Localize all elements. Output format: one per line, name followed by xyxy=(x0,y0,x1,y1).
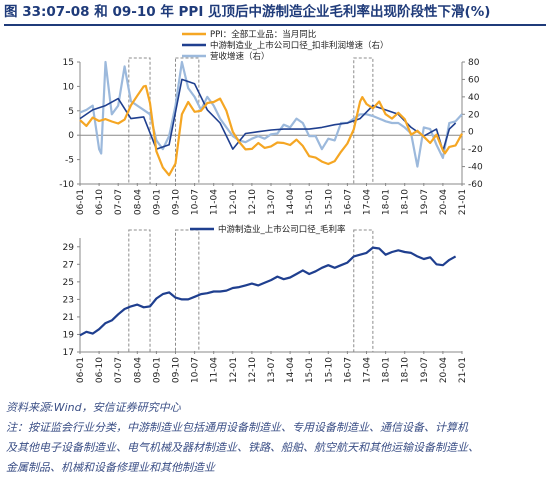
series-line-profit xyxy=(79,78,457,152)
y-tick-label-right-top: -20 xyxy=(468,145,483,155)
footnote-line: 及其他电子设备制造业、电气机械及器材制造业、铁路、船舶、航空航天和其他运输设备制… xyxy=(6,441,479,454)
x-tick-bottom-label: 15-01 xyxy=(305,357,315,383)
x-tick-bottom-label: 06-01 xyxy=(76,357,86,383)
footnote-line: 注：按证监会行业分类，中游制造业包括通用设备制造业、专用设备制造业、通信设备、计… xyxy=(6,421,468,434)
x-tick-top-label: 10-07 xyxy=(191,189,201,215)
highlight-box-top xyxy=(128,57,151,185)
x-tick-top-label: 06-10 xyxy=(95,189,105,215)
y-tick-label-left-top: 0 xyxy=(68,131,74,141)
y-tick-label-left-bottom: 23 xyxy=(63,295,74,305)
series-line-margin xyxy=(79,246,457,337)
series-line-revenue xyxy=(79,60,463,168)
legend-label-top: PPI：全部工业品：当月同比 xyxy=(210,29,316,40)
y-tick-label-left-top: 5 xyxy=(68,107,74,117)
x-tick-bottom-label: 15-10 xyxy=(324,357,334,383)
chart-title: 图 33:07-08 和 09-10 年 PPI 见顶后中游制造企业毛利率出现阶… xyxy=(4,4,491,20)
x-tick-bottom-label: 21-01 xyxy=(458,357,468,383)
y-tick-label-left-top: 15 xyxy=(63,58,74,68)
x-tick-top-label: 15-01 xyxy=(305,189,315,215)
y-tick-label-right-top: -60 xyxy=(468,180,483,190)
title-underline xyxy=(4,24,546,26)
y-tick-label-right-top: 40 xyxy=(468,93,480,103)
x-tick-bottom-label: 18-10 xyxy=(401,357,411,383)
x-tick-top-label: 07-07 xyxy=(114,189,124,215)
y-tick-label-right-top: 0 xyxy=(468,128,474,138)
x-tick-top-label: 09-01 xyxy=(152,189,162,215)
x-tick-top-label: 19-07 xyxy=(420,189,430,215)
footnote: 注：按证监会行业分类，中游制造业包括通用设备制造业、专用设备制造业、通信设备、计… xyxy=(6,418,546,478)
x-tick-top-label: 17-04 xyxy=(363,189,373,215)
x-tick-top-label: 12-01 xyxy=(229,189,239,215)
y-tick-label-left-top: -10 xyxy=(59,180,74,190)
x-tick-top-label: 18-01 xyxy=(382,189,392,215)
y-tick-label-left-bottom: 25 xyxy=(63,278,74,288)
legend-label-top: 营收增速（右） xyxy=(210,51,270,62)
highlight-box-bottom xyxy=(175,229,200,353)
x-tick-top-label: 12-10 xyxy=(248,189,258,215)
x-tick-top-label: 20-04 xyxy=(439,189,449,215)
y-tick-label-left-bottom: 17 xyxy=(63,348,74,358)
series-line-ppi xyxy=(79,84,463,177)
y-tick-label-left-top: -5 xyxy=(65,156,74,166)
y-tick-label-left-bottom: 27 xyxy=(63,260,74,270)
x-tick-bottom-label: 06-10 xyxy=(95,357,105,383)
y-tick-label-right-top: -40 xyxy=(468,163,483,173)
y-tick-label-left-bottom: 21 xyxy=(63,313,74,323)
legend-label-bottom: 中游制造业_上市公司口径_毛利率 xyxy=(218,224,346,235)
x-tick-bottom-label: 07-07 xyxy=(114,357,124,383)
x-tick-top-label: 15-10 xyxy=(324,189,334,215)
x-tick-top-label: 09-10 xyxy=(172,189,182,215)
legend-label-top: 中游制造业_上市公司口径_扣非利润增速（右） xyxy=(210,40,389,51)
x-tick-bottom-label: 14-04 xyxy=(286,357,296,383)
x-tick-top-label: 11-04 xyxy=(210,189,220,215)
x-tick-bottom-label: 09-01 xyxy=(152,357,162,383)
x-tick-top-label: 16-07 xyxy=(343,189,353,215)
y-tick-label-right-top: 80 xyxy=(468,58,480,68)
y-tick-label-left-bottom: 19 xyxy=(63,330,75,340)
x-tick-bottom-label: 16-07 xyxy=(343,357,353,383)
highlight-box-bottom xyxy=(128,229,151,353)
y-tick-label-left-bottom: 29 xyxy=(63,243,75,253)
x-tick-bottom-label: 19-07 xyxy=(420,357,430,383)
x-tick-bottom-label: 09-10 xyxy=(172,357,182,383)
x-tick-bottom-label: 17-04 xyxy=(363,357,373,383)
y-tick-label-right-top: 20 xyxy=(468,110,480,120)
x-tick-top-label: 08-04 xyxy=(133,189,143,215)
x-tick-bottom-label: 13-07 xyxy=(267,357,277,383)
x-tick-bottom-label: 12-01 xyxy=(229,357,239,383)
x-tick-bottom-label: 18-01 xyxy=(382,357,392,383)
y-tick-label-left-top: 10 xyxy=(63,82,75,92)
y-tick-label-right-top: 60 xyxy=(468,75,480,85)
x-tick-top-label: 21-01 xyxy=(458,189,468,215)
x-tick-top-label: 14-04 xyxy=(286,189,296,215)
x-tick-top-label: 13-07 xyxy=(267,189,277,215)
footnote-line: 金属制品、机械和设备修理业和其他制造业 xyxy=(6,461,215,474)
x-tick-bottom-label: 08-04 xyxy=(133,357,143,383)
x-tick-bottom-label: 12-10 xyxy=(248,357,258,383)
chart-figure: -10 -5 0 5 10 15 -60 -40 -20 0 20 40 60 80 06-01 06-10 0… xyxy=(59,29,483,383)
x-tick-bottom-label: 10-07 xyxy=(191,357,201,383)
highlight-box-bottom xyxy=(353,229,374,353)
x-tick-top-label: 06-01 xyxy=(76,189,86,215)
x-tick-bottom-label: 11-04 xyxy=(210,357,220,383)
x-tick-bottom-label: 20-04 xyxy=(439,357,449,383)
source-note: 资料来源:Wind，安信证券研究中心 xyxy=(6,401,181,414)
x-tick-top-label: 18-10 xyxy=(401,189,411,215)
